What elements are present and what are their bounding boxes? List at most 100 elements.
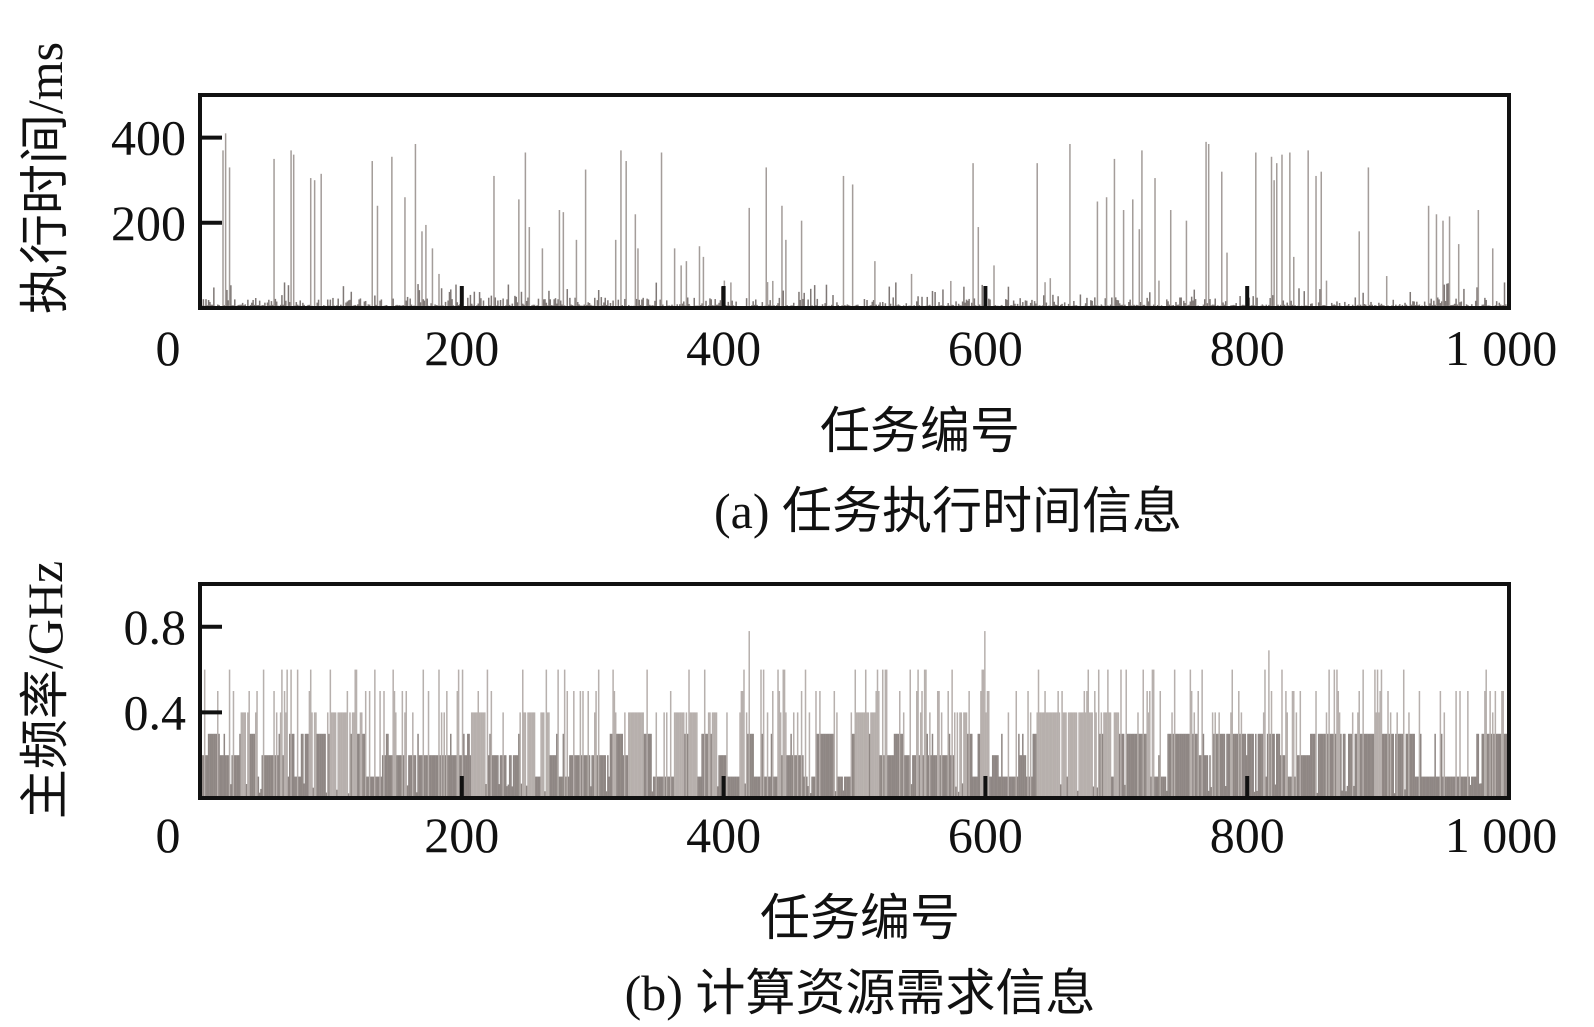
bar-task-427 xyxy=(757,776,760,798)
bar-task-425 xyxy=(755,299,757,308)
bar-task-872 xyxy=(1340,733,1342,798)
bar-task-112 xyxy=(345,712,347,798)
bar-task-213 xyxy=(477,303,480,308)
bar-task-883 xyxy=(1354,297,1357,308)
bar-task-845 xyxy=(1304,755,1307,798)
bar-task-589 xyxy=(969,733,972,798)
x-tick-label: 600 xyxy=(948,320,1023,376)
bar-task-386 xyxy=(703,669,706,798)
bar-task-486 xyxy=(834,791,837,798)
bar-task-107 xyxy=(338,712,341,798)
bar-task-176 xyxy=(429,755,431,798)
bar-task-183 xyxy=(438,669,440,798)
bar-task-5 xyxy=(205,755,207,798)
bar-task-405 xyxy=(728,776,731,798)
bar-task-713 xyxy=(1132,199,1134,308)
bar-task-734 xyxy=(1159,691,1162,798)
bar-task-492 xyxy=(842,790,845,798)
bar-task-952 xyxy=(1444,301,1447,308)
bar-task-975 xyxy=(1474,300,1477,308)
bar-task-335 xyxy=(637,712,639,798)
bar-task-89 xyxy=(315,712,317,798)
bar-task-456 xyxy=(795,755,798,798)
bar-task-479 xyxy=(825,733,828,798)
bar-task-974 xyxy=(1473,776,1476,798)
bar-task-355 xyxy=(663,712,665,798)
bar-task-757 xyxy=(1189,301,1192,308)
bar-task-504 xyxy=(858,712,860,798)
bar-task-963 xyxy=(1459,302,1461,308)
bar-task-157 xyxy=(404,197,406,308)
bar-task-196 xyxy=(455,284,457,308)
bar-task-47 xyxy=(260,788,262,798)
bar-task-212 xyxy=(476,712,478,798)
bar-task-453 xyxy=(791,755,794,798)
bar-task-715 xyxy=(1134,733,1137,798)
bar-task-481 xyxy=(828,733,830,798)
bar-task-571 xyxy=(946,755,948,798)
bar-task-759 xyxy=(1192,300,1194,308)
bar-task-953 xyxy=(1446,776,1448,798)
bar-task-52 xyxy=(266,302,269,308)
bar-task-373 xyxy=(686,733,689,798)
bar-task-922 xyxy=(1405,733,1408,798)
bar-task-88 xyxy=(313,712,316,798)
bar-task-723 xyxy=(1145,733,1147,798)
bar-task-642 xyxy=(1039,712,1041,798)
bar-task-987 xyxy=(1490,733,1493,798)
bar-task-228 xyxy=(497,300,499,308)
bar-task-136 xyxy=(376,776,379,798)
bar-task-276 xyxy=(559,776,562,798)
bar-task-983 xyxy=(1485,669,1487,798)
bar-task-27 xyxy=(234,755,236,798)
bar-task-856 xyxy=(1319,289,1321,308)
bar-task-145 xyxy=(388,755,391,798)
bar-task-18 xyxy=(222,150,224,308)
bar-task-868 xyxy=(1334,733,1337,798)
bar-task-786 xyxy=(1227,733,1230,798)
bar-task-506 xyxy=(861,712,863,798)
bar-task-529 xyxy=(891,755,893,798)
bar-task-952 xyxy=(1444,776,1447,798)
bar-task-914 xyxy=(1395,733,1397,798)
bar-task-658 xyxy=(1060,784,1062,798)
bar-task-234 xyxy=(505,755,507,798)
bar-task-981 xyxy=(1482,733,1485,798)
bar-task-193 xyxy=(451,299,453,308)
bar-task-739 xyxy=(1166,299,1168,308)
bar-task-855 xyxy=(1317,302,1320,308)
bar-task-354 xyxy=(662,776,664,798)
bar-task-313 xyxy=(608,776,610,798)
bar-task-670 xyxy=(1075,712,1078,798)
bar-task-501 xyxy=(854,669,857,798)
bar-task-679 xyxy=(1087,669,1090,798)
bar-task-843 xyxy=(1302,755,1304,798)
bar-task-165 xyxy=(414,755,417,798)
bar-task-208 xyxy=(470,303,473,308)
bar-task-292 xyxy=(580,755,583,798)
bar-task-574 xyxy=(950,755,952,798)
bar-task-237 xyxy=(508,755,511,798)
bar-task-613 xyxy=(1001,733,1003,798)
bar-task-301 xyxy=(592,755,595,798)
bar-task-95 xyxy=(323,733,325,798)
bar-task-595 xyxy=(977,227,980,308)
bar-task-173 xyxy=(425,224,427,308)
bar-task-672 xyxy=(1078,712,1080,798)
bar-task-848 xyxy=(1308,755,1311,798)
bar-task-435 xyxy=(768,776,770,798)
bar-task-464 xyxy=(806,776,808,798)
bar-task-865 xyxy=(1330,302,1333,308)
bar-task-150 xyxy=(395,712,397,798)
bar-task-412 xyxy=(738,776,740,798)
bar-task-665 xyxy=(1069,143,1071,308)
bar-task-272 xyxy=(554,298,557,308)
bar-task-143 xyxy=(385,733,388,798)
bar-task-694 xyxy=(1107,669,1109,798)
bar-task-461 xyxy=(802,298,804,308)
bar-task-702 xyxy=(1117,712,1120,798)
bar-task-676 xyxy=(1083,691,1086,798)
bar-task-284 xyxy=(570,755,572,798)
bar-task-511 xyxy=(867,712,870,798)
bar-task-647 xyxy=(1045,712,1048,798)
